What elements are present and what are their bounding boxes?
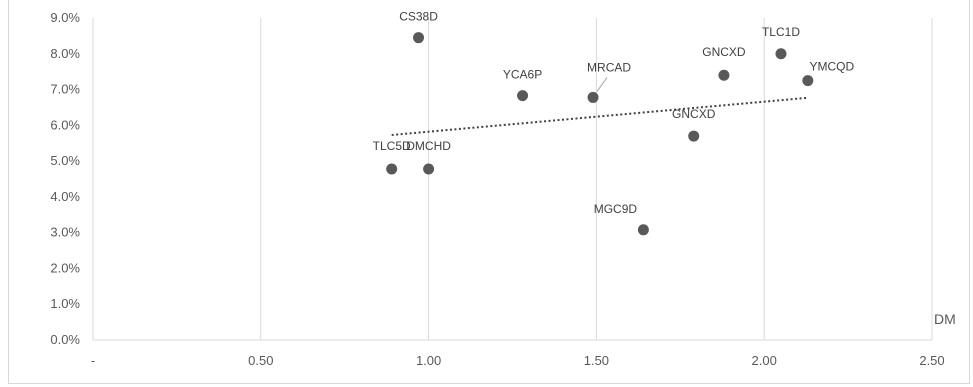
- data-point: [775, 48, 787, 60]
- data-point: [413, 32, 425, 44]
- tick-labels: 0.0% 1.0% 2.0% 3.0% 4.0% 5.0% 6.0% 7.0% 8.0% 9.0%…: [50, 10, 944, 368]
- x-tick-label: 2.00: [752, 353, 777, 368]
- data-point: [718, 69, 730, 81]
- data-label: MGC9D: [594, 202, 638, 216]
- x-axis-title: DM: [934, 311, 956, 327]
- x-tick-label: 2.50: [919, 353, 944, 368]
- x-tick-label: 1.50: [584, 353, 609, 368]
- point-labels: CS38D TLC1D GNCXD YMCQD YCA6P MRCAD GNCXD TLC5D…: [373, 10, 855, 216]
- y-tick-label: 6.0%: [50, 117, 80, 132]
- x-tick-label: 0.50: [248, 353, 273, 368]
- data-points: [386, 32, 814, 236]
- data-point: [587, 91, 599, 103]
- data-label: GNCXD: [702, 45, 746, 59]
- data-label: GNCXD: [672, 107, 716, 121]
- y-tick-label: 9.0%: [50, 10, 80, 25]
- data-label: MRCAD: [587, 60, 631, 74]
- data-point: [517, 90, 529, 102]
- data-point: [423, 163, 435, 175]
- y-tick-label: 4.0%: [50, 189, 80, 204]
- y-tick-label: 5.0%: [50, 153, 80, 168]
- gridlines: [260, 18, 933, 340]
- data-label: DMCHD: [406, 139, 451, 153]
- data-label: CS38D: [399, 10, 438, 24]
- x-tick-label: 1.00: [416, 353, 441, 368]
- x-tick-label: -: [91, 353, 95, 368]
- trendline: [391, 96, 808, 136]
- chart-frame: [8, 0, 970, 384]
- y-tick-label: 2.0%: [50, 260, 80, 275]
- data-point: [688, 130, 700, 142]
- data-point: [802, 75, 814, 87]
- y-tick-label: 8.0%: [50, 46, 80, 61]
- data-label: TLC5D: [373, 139, 411, 153]
- y-tick-label: 1.0%: [50, 296, 80, 311]
- y-tick-label: 3.0%: [50, 225, 80, 240]
- data-point: [386, 163, 398, 175]
- data-point: [637, 224, 649, 236]
- data-label: TLC1D: [762, 25, 800, 39]
- trendline-group: [391, 96, 808, 136]
- label-leader-line: [596, 77, 608, 92]
- y-tick-label: 0.0%: [50, 332, 80, 347]
- y-tick-label: 7.0%: [50, 82, 80, 97]
- axes: [92, 18, 932, 341]
- data-label: YCA6P: [503, 68, 542, 82]
- data-label: YMCQD: [809, 60, 854, 74]
